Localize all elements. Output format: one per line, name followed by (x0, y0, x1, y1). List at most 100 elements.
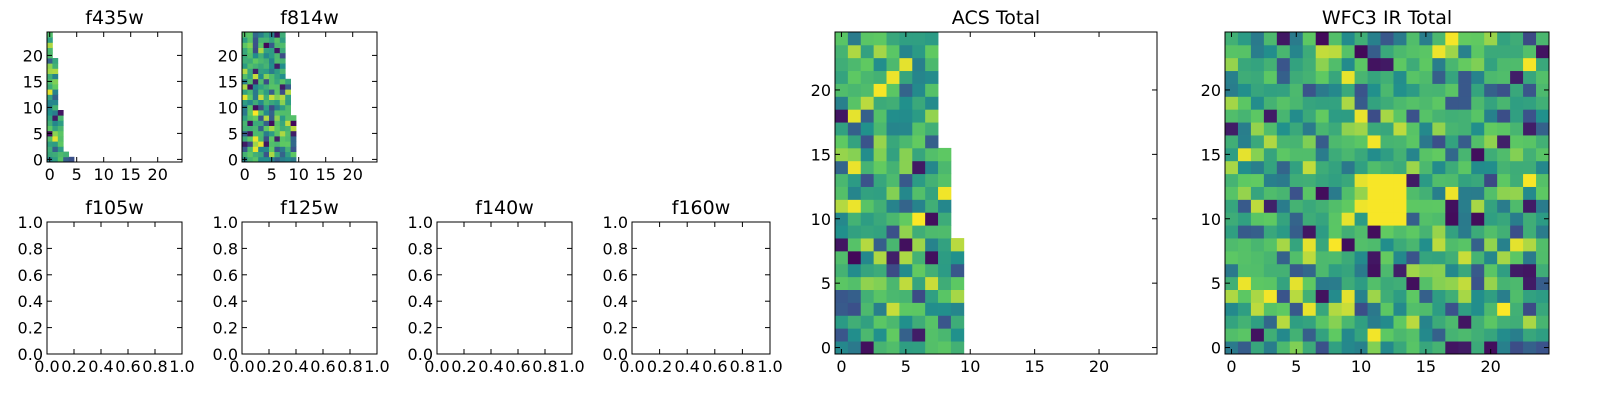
heatmap-cell (1250, 70, 1265, 84)
heatmap-cell (252, 136, 259, 142)
heatmap-cell (1510, 238, 1524, 252)
heatmap-cell (1510, 122, 1524, 136)
heatmap-cell (1536, 212, 1550, 226)
x-tick-label: 10 (1351, 357, 1371, 376)
heatmap-cell (1263, 70, 1278, 84)
heatmap-cell (263, 63, 270, 69)
heatmap-cell (247, 89, 254, 95)
heatmap-cell (899, 135, 913, 149)
y-tick-label: 0.4 (603, 292, 628, 311)
heatmap-cell (1263, 315, 1278, 329)
heatmap-cell (873, 32, 887, 46)
heatmap-cells-f814w (242, 32, 297, 163)
y-tick-label: 0 (228, 150, 238, 169)
y-tick-label: 0.8 (18, 239, 43, 258)
heatmap-cell (290, 120, 297, 126)
heatmap-cell (1419, 135, 1433, 149)
heatmap-cell (269, 125, 275, 132)
panel-f125w: 0.0 0.2 0.4 0.6 0.8 1.00.00.20.40.60.81.0f125… (213, 197, 390, 376)
heatmap-cell (1380, 109, 1394, 123)
heatmap-cell (873, 276, 887, 290)
heatmap-cell (886, 238, 900, 252)
heatmap-cell (269, 136, 275, 142)
x-tick-label: 0.8 (142, 357, 167, 376)
y-tick-label: 0 (33, 150, 43, 169)
heatmap-cell (925, 250, 939, 265)
heatmap-cell (1432, 212, 1446, 226)
heatmap-cell (1536, 57, 1550, 72)
heatmap-cell (252, 68, 259, 74)
heatmap-cell (1354, 109, 1368, 123)
heatmap-cell (1458, 225, 1472, 239)
heatmap-cell (1315, 96, 1330, 110)
heatmap-cell (279, 89, 286, 95)
heatmap-cell (269, 58, 275, 64)
heatmap-cell (860, 160, 875, 175)
heatmap-cell (1341, 212, 1355, 226)
heatmap-cell (269, 110, 275, 116)
heatmap-cell (835, 122, 849, 136)
heatmap-cell (1445, 96, 1459, 110)
heatmap-cell (279, 68, 286, 74)
heatmap-cell (860, 238, 875, 252)
heatmap-cell (925, 341, 939, 355)
panel-f160w: 0.0 0.2 0.4 0.6 0.8 1.00.00.20.40.60.81.0f160… (603, 197, 783, 376)
heatmap-cell (1250, 225, 1265, 239)
heatmap-cell (925, 70, 939, 84)
heatmap-cell (1289, 96, 1304, 110)
heatmap-cell (1536, 328, 1550, 342)
heatmap-cell (847, 199, 862, 213)
heatmap-cell (1250, 212, 1265, 226)
y-tick-label: 0.4 (408, 292, 433, 311)
heatmap-cell (47, 136, 53, 142)
heatmap-cell (912, 147, 926, 162)
heatmap-cell (47, 110, 53, 116)
heatmap-cell (1250, 135, 1265, 149)
heatmap-cell (847, 122, 862, 136)
heatmap-cell (1225, 315, 1239, 329)
heatmap-cell (950, 263, 965, 278)
heatmap-cell (1484, 276, 1498, 290)
heatmap-cell (1536, 173, 1550, 187)
x-tick-label: 0.6 (702, 357, 727, 376)
heatmap-cell (279, 63, 286, 69)
heatmap-cell (1458, 263, 1472, 278)
heatmap-cell (873, 328, 887, 342)
heatmap-cell (1393, 263, 1407, 278)
heatmap-cell (285, 120, 291, 126)
heatmap-cell (1445, 289, 1459, 303)
heatmap-cell (950, 250, 965, 265)
heatmap-cell (252, 58, 259, 64)
heatmap-cell (1445, 250, 1459, 265)
heatmap-cell (52, 94, 59, 100)
heatmap-cell (1393, 225, 1407, 239)
heatmap-cell (912, 96, 926, 110)
heatmap-cell (873, 225, 887, 239)
heatmap-cell (950, 276, 965, 290)
heatmap-cell (274, 63, 281, 69)
heatmap-cell (252, 115, 259, 121)
heatmap-cell (886, 250, 900, 265)
heatmap-cell (1523, 276, 1537, 290)
heatmap-cell (1484, 263, 1498, 278)
x-tick-label: 0.8 (337, 357, 362, 376)
heatmap-cell (1367, 199, 1381, 213)
heatmap-cell (1276, 276, 1291, 290)
heatmap-cell (1263, 225, 1278, 239)
heatmap-cell (847, 186, 862, 200)
heatmap-cell (886, 315, 900, 329)
heatmap-cell (1432, 276, 1446, 290)
x-tick-label: 15 (316, 165, 336, 184)
heatmap-cell (925, 315, 939, 329)
y-tick-label: 0.2 (18, 319, 43, 338)
heatmap-cell (269, 47, 275, 54)
heatmap-cell (1536, 83, 1550, 97)
heatmap-cell (1432, 83, 1446, 97)
heatmap-cell (1484, 328, 1498, 342)
heatmap-cell (1510, 289, 1524, 303)
heatmap-cell (1471, 122, 1485, 136)
heatmap-cell (1393, 212, 1407, 226)
heatmap-cell (1341, 32, 1355, 46)
y-tick-label: 15 (811, 145, 831, 164)
y-tick-label: 0.8 (603, 239, 628, 258)
